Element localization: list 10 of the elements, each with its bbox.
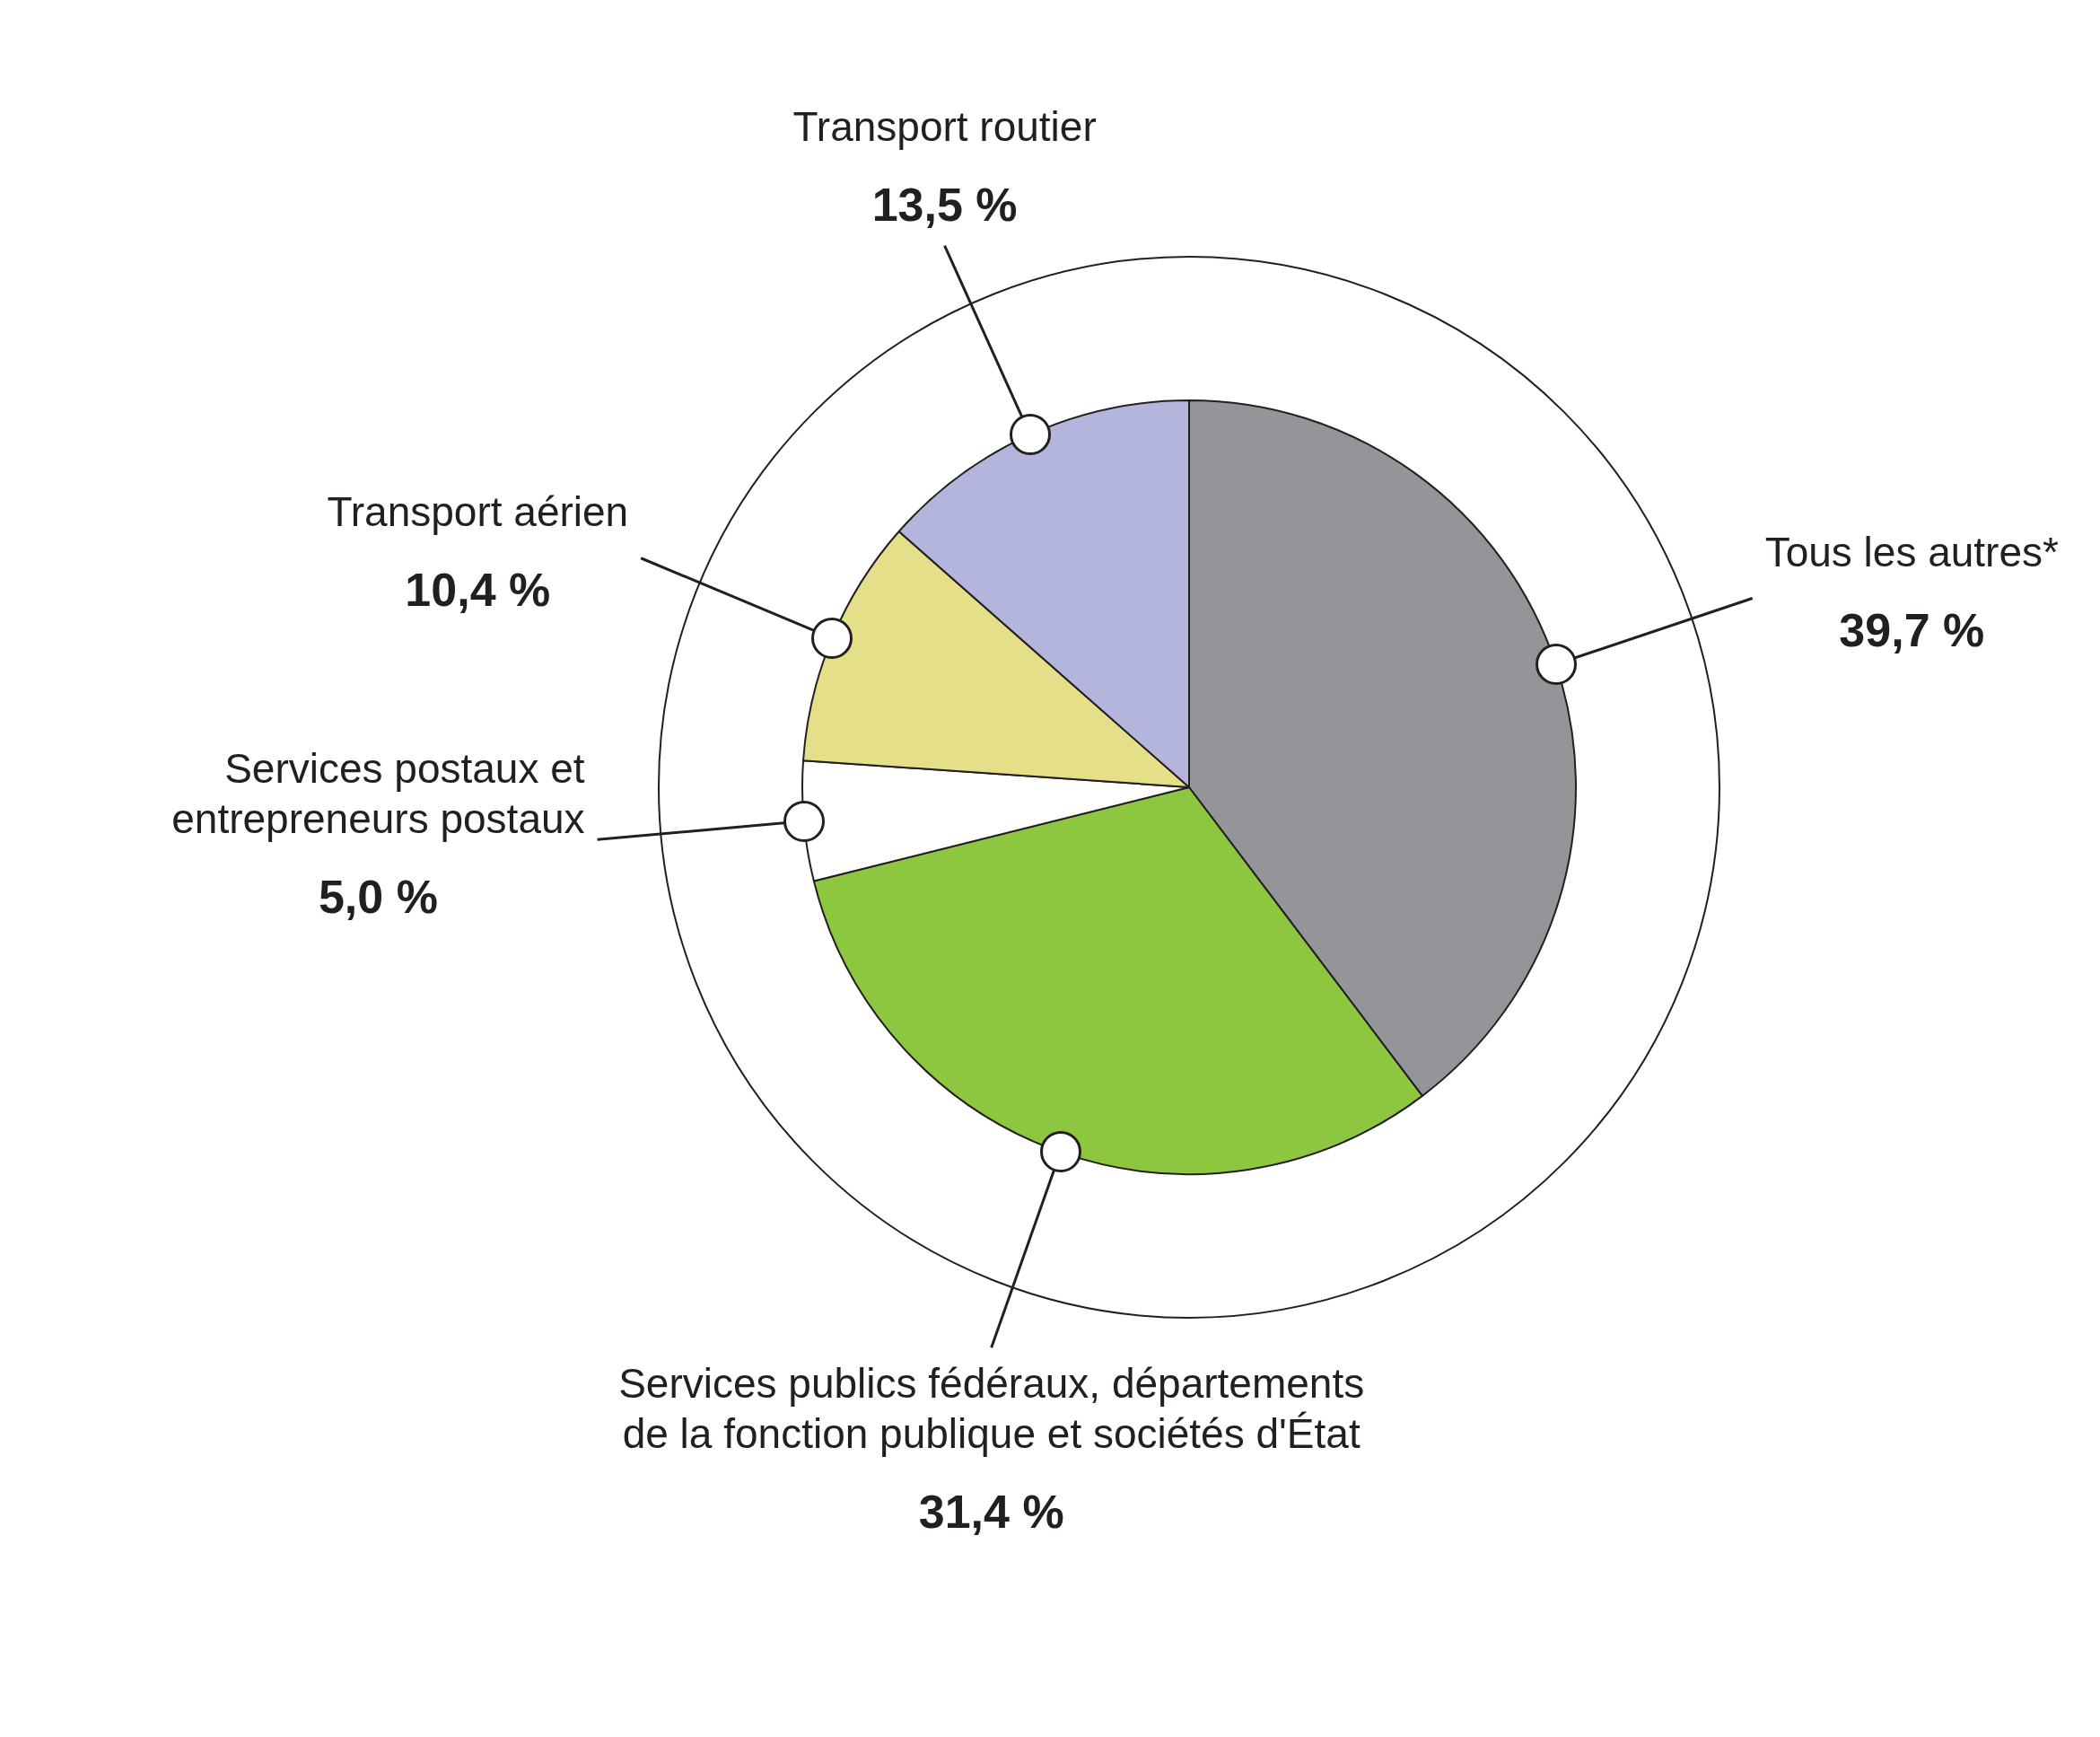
data-label: 39,7 % (1839, 603, 1985, 656)
data-label: 10,4 % (405, 564, 551, 617)
slice-label: Tous les autres* (1764, 529, 2060, 576)
data-label: 13,5 % (871, 178, 1018, 231)
slice-label: Transport aérien (327, 488, 629, 536)
data-label: 31,4 % (918, 1485, 1064, 1538)
slice-label: Services publics fédéraux, départements de la fonction publique et sociétés d'État (618, 1359, 1365, 1457)
data-label: 5,0 % (318, 870, 438, 923)
slice-label: Services postaux et entrepreneurs postaux (171, 744, 585, 842)
slice-label: Transport routier (792, 103, 1097, 151)
